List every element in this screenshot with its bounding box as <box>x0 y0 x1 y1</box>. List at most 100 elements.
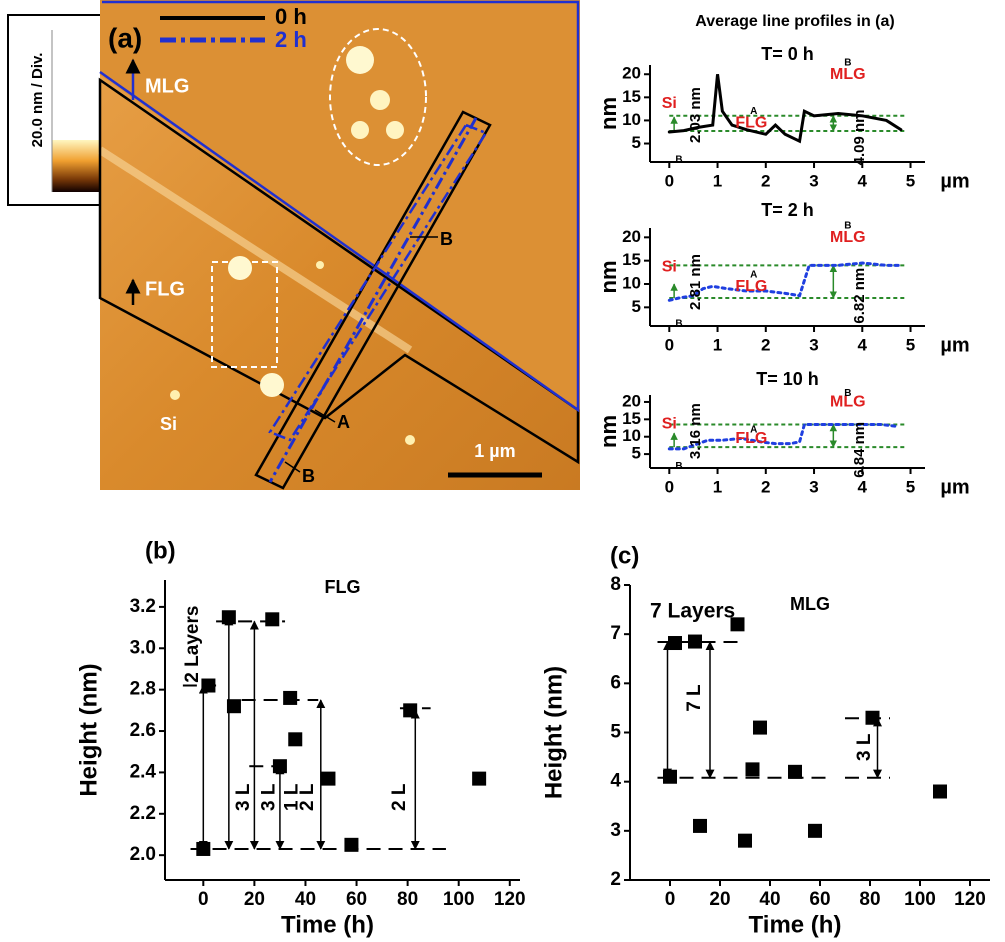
profile-annotation: B <box>844 58 851 69</box>
y-tick-label: 8 <box>610 574 621 595</box>
x-tick-label: 2 <box>761 171 770 190</box>
x-tick-label: 0 <box>665 335 674 354</box>
layer-label: 2 L <box>389 783 410 811</box>
data-point <box>668 636 682 650</box>
chart-title: T= 10 h <box>756 369 819 389</box>
x-tick-label: 0 <box>198 889 209 910</box>
layer-label: 2 Layers <box>182 606 203 683</box>
layer-label: 7 Layers <box>650 600 735 623</box>
data-point <box>933 785 947 799</box>
y-tick-label: 2.0 <box>130 844 156 865</box>
x-tick-label: 100 <box>904 889 936 910</box>
y-axis-label: Height (nm) <box>75 663 102 796</box>
profile-annotation: B <box>844 221 851 232</box>
data-point <box>344 838 358 852</box>
afm-image: (a) 0 h 2 h MLG FLG Si B A B 1 µm <box>100 0 580 490</box>
layer-label: 3 L <box>259 783 280 811</box>
colorbar: 20.0 nm / Div. <box>8 15 108 205</box>
y-tick-label: 15 <box>622 409 641 428</box>
data-point <box>688 635 702 649</box>
y-axis-label: nm <box>596 415 621 448</box>
profile-annotation: A <box>750 270 757 281</box>
layer-label: 3 L <box>854 733 875 761</box>
x-tick-label: 120 <box>954 889 986 910</box>
x-axis-label: Time (h) <box>749 911 842 938</box>
point-label: B <box>440 229 453 249</box>
dim-label: 2.81 nm <box>687 254 704 310</box>
data-point <box>283 691 297 705</box>
x-tick-label: 80 <box>859 889 880 910</box>
x-tick-label: 5 <box>906 477 915 496</box>
x-tick-label: 1 <box>713 477 722 496</box>
y-tick-label: 15 <box>622 250 641 269</box>
y-tick-label: 20 <box>622 391 641 410</box>
layer-label: 2 L <box>297 783 318 811</box>
y-tick-label: 20 <box>622 64 641 83</box>
x-tick-label: 2 <box>761 335 770 354</box>
chart-title: T= 2 h <box>761 200 814 220</box>
x-tick-label: 0 <box>665 171 674 190</box>
chart-title: MLG <box>790 594 830 614</box>
y-tick-label: 2.8 <box>130 679 156 700</box>
y-tick-label: 5 <box>632 444 641 463</box>
x-tick-label: 0 <box>665 889 676 910</box>
y-tick-label: 7 <box>610 623 621 644</box>
y-tick-label: 2.6 <box>130 720 156 741</box>
scale-bar-label: 1 µm <box>474 441 515 461</box>
dim-label: 2.03 nm <box>687 87 704 143</box>
profile-annotation: B <box>675 461 682 472</box>
data-point <box>693 819 707 833</box>
y-tick-label: 2.4 <box>130 761 157 782</box>
x-tick-label: 100 <box>443 889 475 910</box>
y-tick-label: 10 <box>622 273 641 292</box>
x-tick-label: 1 <box>713 335 722 354</box>
y-tick-label: 5 <box>632 133 641 152</box>
x-tick-label: 120 <box>494 889 526 910</box>
x-tick-label: 20 <box>244 889 265 910</box>
y-tick-label: 10 <box>622 426 641 445</box>
data-point <box>663 770 677 784</box>
dim-label: 4.09 nm <box>851 109 868 165</box>
data-point <box>788 765 802 779</box>
y-tick-label: 5 <box>610 722 621 743</box>
y-tick-label: 3.0 <box>130 637 156 658</box>
x-tick-label: 1 <box>713 171 722 190</box>
data-point <box>288 732 302 746</box>
profile-annotation: A <box>750 425 757 436</box>
panel-label: (a) <box>108 22 142 53</box>
data-point <box>746 762 760 776</box>
x-axis-label: µm <box>940 476 969 498</box>
y-tick-label: 4 <box>610 771 621 792</box>
x-tick-label: 5 <box>906 335 915 354</box>
x-tick-label: 0 <box>665 477 674 496</box>
x-tick-label: 20 <box>709 889 730 910</box>
x-tick-label: 3 <box>809 477 818 496</box>
y-tick-label: 2.2 <box>130 803 156 824</box>
y-tick-label: 5 <box>632 297 641 316</box>
y-tick-label: 6 <box>610 672 621 693</box>
dim-label: 6.84 nm <box>851 422 868 478</box>
panel-label: (b) <box>145 537 176 564</box>
x-tick-label: 80 <box>397 889 418 910</box>
profile-annotation: B <box>844 388 851 399</box>
y-tick-label: 10 <box>622 110 641 129</box>
x-axis-label: µm <box>940 170 969 192</box>
profile-annotation: B <box>675 319 682 330</box>
data-point <box>321 772 335 786</box>
y-tick-label: 2 <box>610 869 621 890</box>
dim-label: 6.82 nm <box>851 268 868 324</box>
data-point <box>472 772 486 786</box>
x-tick-label: 40 <box>295 889 316 910</box>
x-tick-label: 3 <box>809 171 818 190</box>
x-tick-label: 2 <box>761 477 770 496</box>
region-label: FLG <box>145 278 185 300</box>
legend-entry: 2 h <box>275 27 307 52</box>
y-axis-label: Height (nm) <box>540 666 567 799</box>
legend-entry: 0 h <box>275 4 307 29</box>
x-tick-label: 4 <box>858 477 868 496</box>
profile-annotation: Si <box>662 258 677 275</box>
y-axis-label: nm <box>596 97 621 130</box>
profile-annotation: A <box>750 106 757 117</box>
x-tick-label: 4 <box>858 171 868 190</box>
x-tick-label: 5 <box>906 171 915 190</box>
